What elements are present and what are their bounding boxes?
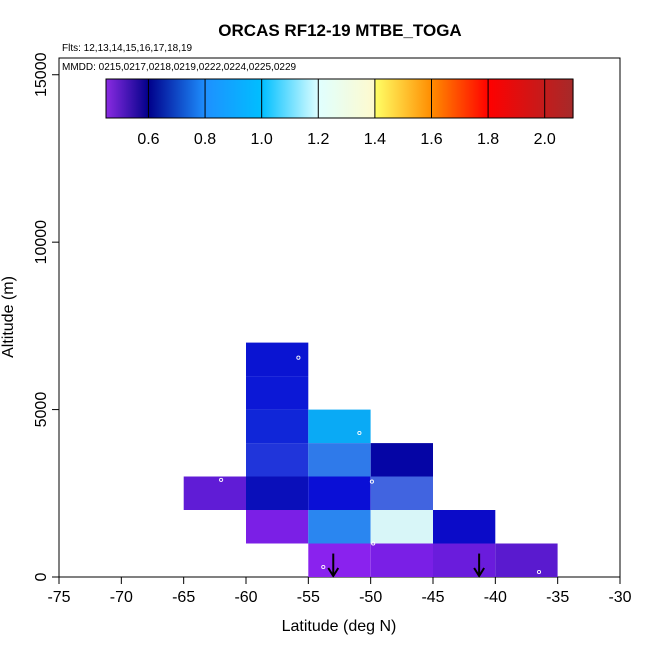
heatmap-cell <box>246 476 309 510</box>
colorbar-segment <box>431 79 489 118</box>
colorbar-tick-label: 1.4 <box>364 131 386 148</box>
y-axis: 0 5000 10000 15000 <box>33 52 59 581</box>
heatmap-cell <box>370 543 433 577</box>
colorbar: 0.6 0.8 1.0 1.2 1.4 1.6 1.8 2.0 <box>105 78 574 148</box>
heatmap-cell <box>308 443 371 477</box>
x-tick-label: -60 <box>234 589 257 606</box>
colorbar-tick-label: 1.6 <box>420 131 442 148</box>
heatmap-cell <box>308 409 371 444</box>
flight-markers <box>219 355 542 575</box>
colorbar-tick-label: 0.8 <box>194 131 216 148</box>
flight-marker <box>371 541 376 546</box>
y-tick-label: 10000 <box>33 220 50 265</box>
colorbar-segment <box>106 79 150 118</box>
heatmap-cell <box>246 409 309 444</box>
heatmap-cell <box>433 510 496 544</box>
chart-title: ORCAS RF12-19 MTBE_TOGA <box>218 21 461 40</box>
colorbar-segment <box>488 79 574 118</box>
flight-marker <box>296 355 301 360</box>
heatmap-cell <box>246 510 309 544</box>
x-axis-label: Latitude (deg N) <box>282 618 397 635</box>
flights-note: Flts: 12,13,14,15,16,17,18,19 <box>62 43 193 54</box>
heatmap-cell <box>433 543 496 577</box>
heatmap-cell <box>308 476 371 510</box>
y-tick-label: 5000 <box>33 392 50 428</box>
colorbar-segment <box>318 79 376 118</box>
x-tick-label: -40 <box>484 589 507 606</box>
direction-arrows <box>327 553 485 578</box>
heatmap-cell <box>308 543 371 577</box>
colorbar-tick-label: 1.0 <box>251 131 273 148</box>
down-arrow <box>327 553 340 578</box>
x-tick-label: -30 <box>608 589 631 606</box>
heatmap-cell <box>370 510 433 544</box>
colorbar-segment <box>205 79 263 118</box>
x-tick-label: -50 <box>359 589 382 606</box>
y-axis-label: Altitude (m) <box>0 276 17 358</box>
heatmap-cell <box>246 443 309 477</box>
flight-marker <box>357 430 362 436</box>
x-tick-label: -35 <box>546 589 569 606</box>
colorbar-frame <box>105 78 574 119</box>
colorbar-tick-label: 1.2 <box>307 131 329 148</box>
colorbar-tick-label: 0.6 <box>137 131 159 148</box>
flight-marker <box>536 569 542 575</box>
colorbar-tick-label: 1.8 <box>477 131 499 148</box>
colorbar-segment <box>374 79 433 118</box>
dates-note: MMDD: 0215,0217,0218,0219,0222,0224,0225… <box>62 62 297 73</box>
heatmap-cell <box>370 443 433 477</box>
flight-marker <box>369 479 374 484</box>
colorbar-segment <box>148 79 206 118</box>
x-tick-label: -65 <box>172 589 195 606</box>
x-tick-label: -45 <box>421 589 444 606</box>
flight-marker <box>321 564 326 570</box>
heatmap-cell <box>183 476 246 510</box>
x-tick-label: -70 <box>110 589 133 606</box>
colorbar-ticks: 0.6 0.8 1.0 1.2 1.4 1.6 1.8 2.0 <box>137 79 556 148</box>
y-tick-label: 15000 <box>33 52 50 97</box>
colorbar-segments <box>105 78 574 119</box>
heatmap-cells <box>183 342 558 577</box>
heatmap-cell <box>495 543 558 577</box>
x-tick-label: -75 <box>47 589 70 606</box>
down-arrow <box>473 553 485 578</box>
y-tick-label: 0 <box>33 572 50 581</box>
colorbar-segment <box>261 79 319 118</box>
x-axis: -75 -70 -65 -60 -55 -50 -45 -40 -35 -30 <box>47 577 632 606</box>
heatmap-cell <box>370 476 433 510</box>
colorbar-tick-label: 2.0 <box>534 131 556 148</box>
heatmap-cell <box>246 376 309 410</box>
flight-marker <box>219 477 224 482</box>
x-tick-label: -55 <box>297 589 320 606</box>
heatmap-cell <box>308 510 371 544</box>
